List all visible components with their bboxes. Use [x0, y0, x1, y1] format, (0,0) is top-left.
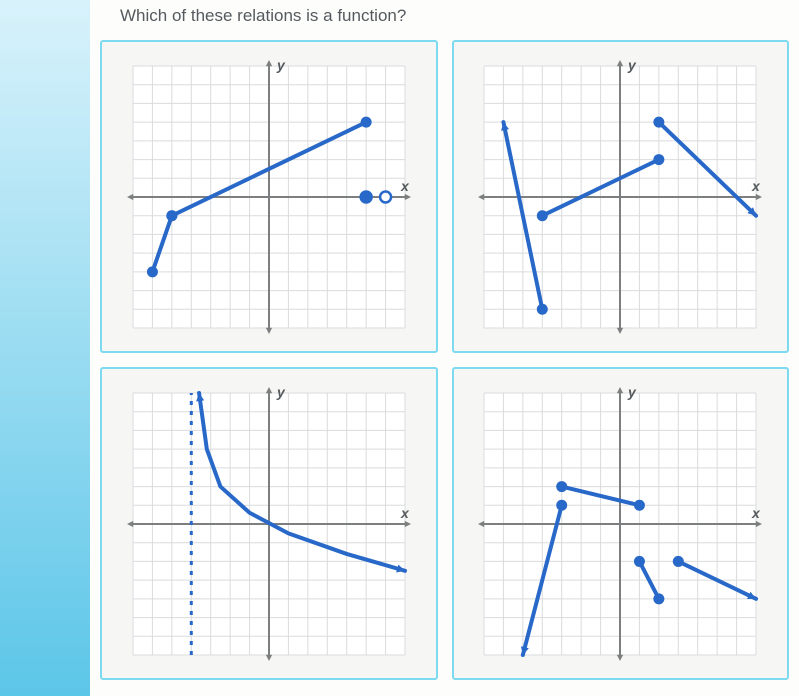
- chart-panel-B[interactable]: yx: [452, 40, 790, 353]
- svg-text:y: y: [627, 57, 637, 73]
- question-text: Which of these relations is a function?: [120, 6, 789, 26]
- svg-text:y: y: [276, 384, 286, 400]
- svg-text:y: y: [276, 57, 286, 73]
- content-area: Which of these relations is a function? …: [90, 0, 799, 696]
- left-gradient-strip: [0, 0, 90, 696]
- svg-text:x: x: [751, 178, 761, 194]
- svg-text:y: y: [627, 384, 637, 400]
- svg-text:x: x: [400, 178, 410, 194]
- chart-panel-C[interactable]: yx: [100, 367, 438, 680]
- svg-text:x: x: [400, 505, 410, 521]
- svg-text:x: x: [751, 505, 761, 521]
- chart-grid: yx yx yx yx: [100, 40, 789, 680]
- chart-panel-D[interactable]: yx: [452, 367, 790, 680]
- chart-panel-A[interactable]: yx: [100, 40, 438, 353]
